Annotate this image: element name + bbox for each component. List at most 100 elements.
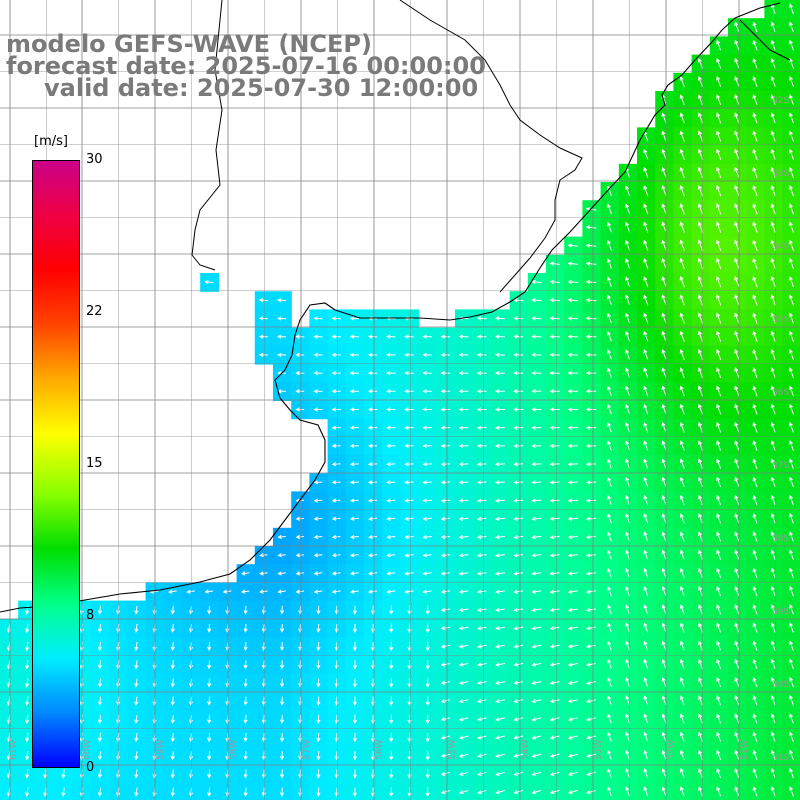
wind-arrow	[134, 696, 139, 706]
wind-arrow	[734, 276, 740, 288]
wind-arrow	[625, 749, 630, 760]
wind-arrow	[367, 407, 378, 412]
wind-arrow	[476, 589, 487, 594]
wind-arrow	[752, 257, 758, 270]
wind-arrow	[607, 258, 612, 269]
wind-arrow	[549, 462, 560, 467]
wind-arrow	[585, 498, 597, 503]
wind-arrow	[716, 57, 722, 69]
wind-arrow	[389, 769, 394, 779]
wind-arrow	[607, 549, 612, 560]
wind-arrow	[440, 589, 451, 594]
wind-arrow	[243, 769, 248, 779]
wind-arrow	[389, 660, 394, 670]
wind-arrow	[549, 389, 560, 394]
wind-arrow	[313, 534, 323, 540]
wind-arrow	[368, 553, 378, 558]
wind-arrow	[495, 626, 505, 631]
wind-arrow	[549, 753, 560, 758]
wind-arrow	[25, 751, 30, 761]
wind-arrow	[240, 589, 250, 594]
wind-arrow	[698, 658, 703, 669]
wind-arrow	[734, 312, 740, 324]
wind-arrow	[679, 349, 685, 360]
wind-arrow	[495, 370, 505, 376]
wind-arrow	[625, 586, 630, 597]
wind-arrow	[531, 753, 542, 758]
wind-arrow	[643, 185, 649, 197]
wind-arrow	[734, 57, 740, 69]
wind-arrow	[368, 571, 378, 576]
wind-arrow	[440, 407, 451, 412]
wind-arrow	[495, 571, 505, 576]
wind-arrow	[770, 39, 776, 51]
wind-arrow	[643, 622, 649, 633]
wind-arrow	[716, 148, 722, 160]
wind-arrow	[404, 334, 414, 339]
wind-arrow	[404, 352, 414, 357]
wind-arrow	[476, 644, 487, 649]
wind-arrow	[752, 440, 758, 451]
wind-arrow	[389, 787, 394, 797]
wind-arrow	[734, 640, 740, 651]
wind-arrow	[458, 407, 469, 412]
wind-arrow	[585, 298, 597, 303]
wind-arrow	[697, 421, 703, 433]
wind-arrow	[770, 604, 776, 615]
wind-arrow	[698, 768, 703, 779]
wind-arrow	[567, 334, 579, 339]
wind-arrow	[567, 553, 578, 558]
wind-arrow	[734, 731, 740, 742]
wind-arrow	[625, 494, 630, 506]
wind-arrow	[25, 660, 30, 670]
wind-arrow	[697, 57, 703, 69]
wind-arrow	[352, 641, 357, 652]
wind-arrow	[734, 367, 740, 379]
wind-arrow	[661, 148, 667, 160]
wind-arrow	[788, 3, 794, 15]
wind-arrow	[770, 3, 776, 15]
wind-arrow	[349, 425, 359, 430]
wind-arrow	[440, 534, 451, 540]
wind-arrow	[134, 787, 139, 797]
wind-arrow	[279, 787, 285, 797]
wind-arrow	[716, 185, 722, 197]
wind-arrow	[752, 749, 758, 761]
wind-arrow	[788, 458, 794, 470]
colorbar-tick: 22	[86, 304, 103, 319]
wind-arrow	[531, 480, 542, 485]
wind-arrow	[770, 21, 776, 33]
wind-arrow	[295, 334, 305, 339]
wind-arrow	[661, 112, 667, 124]
wind-arrow	[170, 678, 175, 688]
wind-arrow	[425, 714, 430, 725]
wind-arrow	[734, 21, 740, 33]
wind-arrow	[458, 534, 469, 540]
wind-arrow	[697, 112, 703, 124]
wind-arrow	[425, 641, 430, 652]
wind-arrow	[734, 148, 740, 160]
wind-arrow	[625, 440, 631, 451]
wind-arrow	[643, 749, 649, 760]
wind-arrow	[661, 403, 667, 415]
wind-arrow	[788, 112, 794, 124]
wind-arrow	[734, 767, 740, 779]
wind-arrow	[698, 604, 703, 615]
wind-arrow	[716, 476, 722, 488]
wind-arrow	[752, 94, 758, 106]
wind-arrow	[279, 623, 285, 633]
wind-arrow	[585, 480, 597, 485]
wind-arrow	[567, 644, 578, 649]
wind-arrow	[349, 334, 360, 339]
wind-arrow	[331, 534, 341, 540]
wind-arrow	[331, 389, 341, 394]
wind-arrow	[679, 257, 685, 270]
wind-arrow	[567, 571, 578, 576]
wind-arrow	[404, 589, 414, 594]
wind-arrow	[585, 443, 597, 449]
wind-arrow	[549, 370, 560, 376]
wind-arrow	[368, 589, 378, 594]
wind-arrow	[770, 731, 776, 742]
wind-arrow	[170, 769, 175, 779]
wind-arrow	[789, 531, 794, 542]
